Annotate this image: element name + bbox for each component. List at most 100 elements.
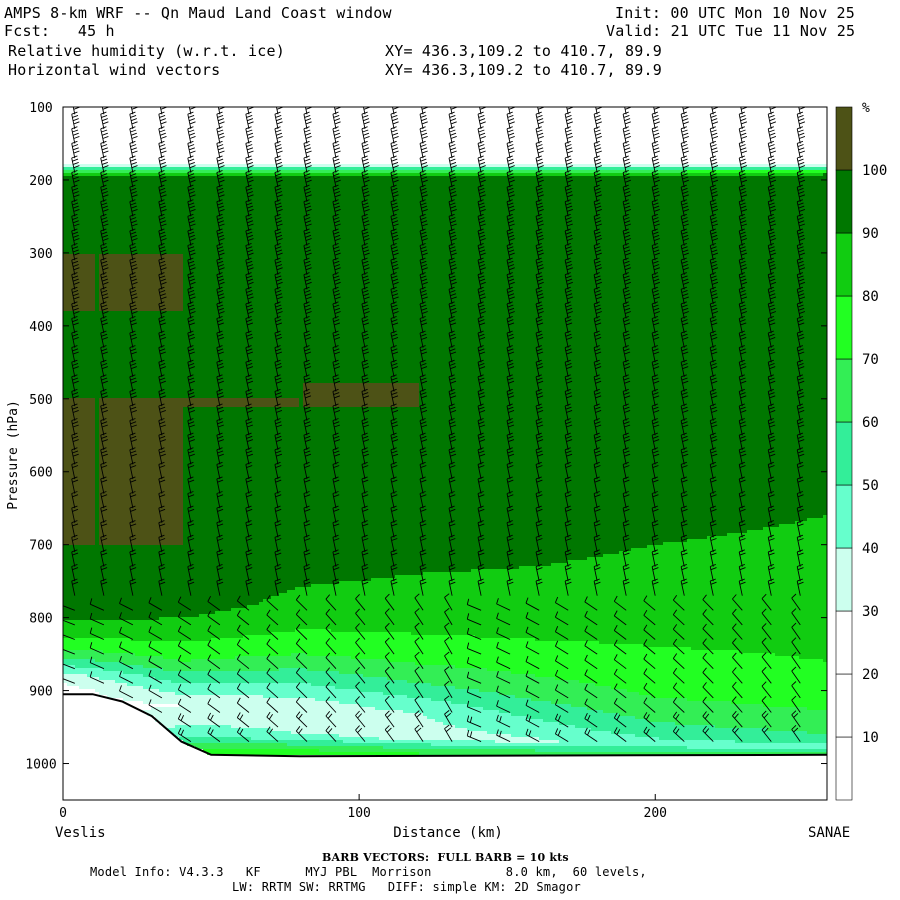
rh-cell <box>79 602 84 606</box>
rh-cell <box>75 212 80 216</box>
rh-cell <box>147 110 152 114</box>
rh-cell <box>135 284 140 288</box>
rh-cell <box>103 137 108 141</box>
rh-cell <box>71 779 76 783</box>
rh-cell <box>79 629 84 633</box>
rh-cell <box>95 647 100 651</box>
rh-cell <box>107 359 112 363</box>
rh-cell <box>123 446 128 450</box>
rh-cell <box>123 704 128 708</box>
rh-cell <box>119 575 124 579</box>
rh-cell <box>95 587 100 591</box>
rh-cell <box>107 197 112 201</box>
rh-cell <box>147 431 152 435</box>
rh-cell <box>143 260 148 264</box>
rh-cell <box>147 482 152 486</box>
rh-cell <box>83 527 88 531</box>
rh-cell <box>71 743 76 747</box>
rh-cell <box>99 665 104 669</box>
rh-cell <box>83 731 88 735</box>
rh-cell <box>63 299 68 303</box>
rh-cell <box>75 740 80 744</box>
rh-cell <box>103 788 108 792</box>
rh-cell <box>135 602 140 606</box>
rh-cell <box>95 455 100 459</box>
rh-cell <box>63 554 68 558</box>
rh-cell <box>91 605 96 609</box>
rh-cell <box>99 653 104 657</box>
rh-cell <box>135 455 140 459</box>
rh-cell <box>131 263 136 267</box>
rh-cell <box>87 701 92 705</box>
rh-cell <box>143 239 148 243</box>
rh-cell <box>119 383 124 387</box>
rh-cell <box>87 404 92 408</box>
rh-cell <box>95 311 100 315</box>
rh-cell <box>99 413 104 417</box>
rh-cell <box>123 599 128 603</box>
rh-cell <box>103 110 108 114</box>
rh-cell <box>123 722 128 726</box>
rh-cell <box>63 242 68 246</box>
rh-cell <box>79 488 84 492</box>
rh-cell <box>91 719 96 723</box>
field-label-wind: Horizontal wind vectors <box>8 61 220 79</box>
rh-cell <box>79 785 84 789</box>
rh-cell <box>111 731 116 735</box>
rh-cell <box>111 539 116 543</box>
rh-cell <box>103 665 108 669</box>
rh-cell <box>87 203 92 207</box>
rh-cell <box>143 782 148 786</box>
rh-cell <box>63 260 68 264</box>
rh-cell <box>127 389 132 393</box>
rh-cell <box>139 227 144 231</box>
rh-cell <box>67 371 72 375</box>
rh-cell <box>67 395 72 399</box>
rh-cell <box>71 707 76 711</box>
rh-cell <box>119 113 124 117</box>
rh-cell <box>75 614 80 618</box>
rh-cell <box>103 752 108 756</box>
rh-cell <box>83 197 88 201</box>
rh-cell <box>123 107 128 111</box>
rh-cell <box>127 119 132 123</box>
rh-cell <box>91 233 96 237</box>
rh-cell <box>71 278 76 282</box>
rh-cell <box>139 461 144 465</box>
rh-cell <box>127 365 132 369</box>
rh-cell <box>79 446 84 450</box>
rh-cell <box>107 416 112 420</box>
rh-cell <box>127 431 132 435</box>
rh-cell <box>75 200 80 204</box>
rh-cell <box>87 413 92 417</box>
rh-cell <box>119 584 124 588</box>
rh-cell <box>75 236 80 240</box>
rh-cell <box>135 176 140 180</box>
rh-cell <box>75 473 80 477</box>
rh-cell <box>107 584 112 588</box>
rh-cell <box>143 467 148 471</box>
cross-section-xy-2: XY= 436.3,109.2 to 410.7, 89.9 <box>385 61 662 79</box>
rh-cell <box>63 512 68 516</box>
rh-cell <box>91 629 96 633</box>
rh-cell <box>71 254 76 258</box>
rh-cell <box>139 419 144 423</box>
rh-cell <box>135 551 140 555</box>
rh-cell <box>131 794 136 798</box>
rh-cell <box>79 764 84 768</box>
rh-cell <box>123 554 128 558</box>
rh-cell <box>87 563 92 567</box>
rh-cell <box>95 488 100 492</box>
rh-cell <box>67 572 72 576</box>
rh-cell <box>87 320 92 324</box>
rh-cell <box>87 428 92 432</box>
rh-cell <box>139 431 144 435</box>
rh-cell <box>67 491 72 495</box>
rh-cell <box>79 656 84 660</box>
rh-cell <box>111 506 116 510</box>
rh-cell <box>91 779 96 783</box>
rh-cell <box>91 146 96 150</box>
rh-cell <box>63 458 68 462</box>
rh-cell <box>91 713 96 717</box>
rh-cell <box>127 686 132 690</box>
